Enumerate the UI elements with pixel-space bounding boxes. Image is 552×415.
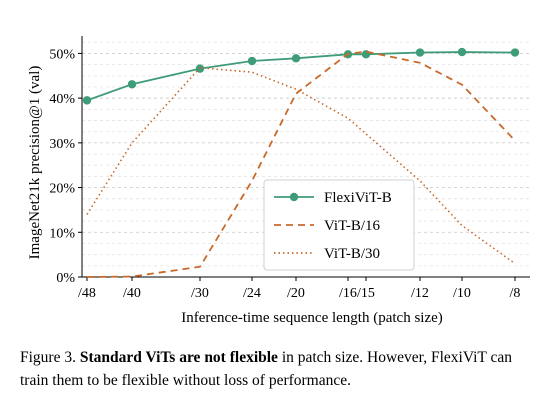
legend-label: ViT-B/16 bbox=[324, 218, 381, 234]
y-tick-label: 20% bbox=[49, 182, 75, 197]
x-tick-label: /15 bbox=[357, 286, 375, 301]
series-vit-b-16 bbox=[86, 50, 516, 278]
x-tick-label: /8 bbox=[510, 286, 521, 301]
legend-label: ViT-B/30 bbox=[324, 246, 380, 262]
x-axis-label: Inference-time sequence length (patch si… bbox=[181, 310, 443, 326]
y-tick-label: 40% bbox=[49, 92, 75, 107]
x-tick-label: /10 bbox=[453, 286, 471, 301]
data-point bbox=[291, 54, 301, 63]
x-tick-label: /24 bbox=[243, 286, 261, 301]
y-axis-ticks: 0% 10% 20% 30% 40% 50% bbox=[49, 47, 82, 286]
x-tick-label: /48 bbox=[78, 286, 96, 301]
series-line bbox=[86, 66, 516, 265]
data-point bbox=[457, 47, 467, 57]
legend: FlexiViT-B ViT-B/16 ViT-B/30 bbox=[263, 179, 415, 271]
x-tick-label: /20 bbox=[287, 286, 305, 301]
legend-label: FlexiViT-B bbox=[324, 190, 392, 206]
x-tick-label: /12 bbox=[411, 286, 429, 301]
y-tick-label: 0% bbox=[56, 271, 75, 286]
x-tick-label: /30 bbox=[191, 286, 209, 301]
data-point bbox=[247, 56, 257, 66]
series-line bbox=[86, 50, 516, 278]
data-series bbox=[82, 47, 520, 278]
legend-marker bbox=[289, 192, 299, 202]
caption-rest: in patch size. However, FlexiViT can tra… bbox=[20, 349, 512, 389]
y-axis-label: ImageNet21k precision@1 (val) bbox=[27, 66, 43, 260]
caption-prefix: Figure 3. bbox=[20, 349, 80, 366]
y-tick-label: 30% bbox=[49, 137, 75, 152]
gridlines bbox=[82, 41, 530, 278]
series-line bbox=[86, 51, 516, 102]
data-point bbox=[127, 80, 137, 89]
legend-box bbox=[263, 179, 415, 271]
line-chart: 0%10%20%30%40%50% /48/40/30/24/20/16/15/… bbox=[27, 36, 530, 326]
x-tick-label: /16 bbox=[339, 286, 357, 301]
figure-caption: Figure 3. Standard ViTs are not flexible… bbox=[20, 346, 536, 392]
x-axis-ticks: /48/40/30/24/20/16/15/12/10/8 bbox=[78, 277, 520, 301]
x-tick-label: /40 bbox=[123, 286, 141, 301]
y-tick-label: 10% bbox=[49, 226, 75, 241]
data-point bbox=[82, 96, 92, 105]
y-tick-label: 50% bbox=[49, 47, 75, 62]
caption-bold: Standard ViTs are not flexible bbox=[79, 349, 278, 366]
series-vit-b-30 bbox=[86, 66, 516, 265]
axes bbox=[81, 36, 530, 278]
data-point bbox=[510, 48, 520, 57]
data-point bbox=[415, 48, 425, 57]
